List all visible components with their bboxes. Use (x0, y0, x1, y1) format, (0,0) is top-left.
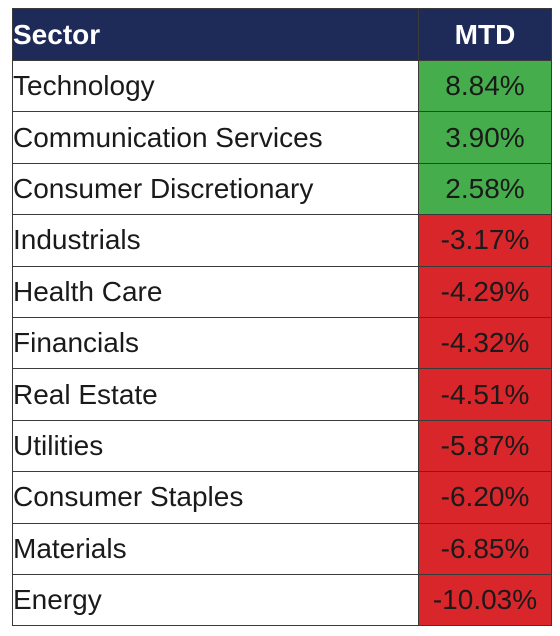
table-row: Technology 8.84% (12, 59, 552, 113)
mtd-value-cell: -6.20% (418, 471, 552, 524)
table-row: Energy -10.03% (12, 573, 552, 627)
mtd-value-cell: -6.85% (418, 522, 552, 575)
sector-performance-table: Sector MTD Technology 8.84% Communication … (12, 8, 552, 627)
mtd-value-cell: -4.32% (418, 316, 552, 370)
table-row: Materials -6.85% (12, 522, 552, 575)
table-row: Consumer Staples -6.20% (12, 471, 552, 524)
sector-name-cell: Financials (12, 316, 419, 370)
table-row: Health Care -4.29% (12, 265, 552, 318)
mtd-value-cell: -5.87% (418, 419, 552, 473)
mtd-value-cell: -10.03% (418, 573, 552, 627)
mtd-value-cell: -4.51% (418, 368, 552, 421)
table-row: Utilities -5.87% (12, 419, 552, 473)
table-row: Communication Services 3.90% (12, 111, 552, 164)
sector-name-cell: Utilities (12, 419, 419, 473)
sector-column-header: Sector (12, 8, 419, 61)
table-body: Technology 8.84% Communication Services 3.9… (12, 59, 552, 627)
mtd-value-cell: -4.29% (418, 265, 552, 318)
sector-name-cell: Materials (12, 522, 419, 575)
sector-name-cell: Consumer Discretionary (12, 162, 419, 216)
table-row: Real Estate -4.51% (12, 368, 552, 421)
table-row: Industrials -3.17% (12, 214, 552, 267)
mtd-column-header: MTD (418, 8, 552, 61)
mtd-value-cell: 2.58% (418, 162, 552, 216)
table-row: Financials -4.32% (12, 316, 552, 370)
table-row: Consumer Discretionary 2.58% (12, 162, 552, 216)
table-header-row: Sector MTD (12, 8, 552, 61)
mtd-value-cell: -3.17% (418, 214, 552, 267)
mtd-value-cell: 8.84% (418, 59, 552, 113)
sector-name-cell: Consumer Staples (12, 471, 419, 524)
sector-name-cell: Health Care (12, 265, 419, 318)
sector-name-cell: Real Estate (12, 368, 419, 421)
sector-name-cell: Communication Services (12, 111, 419, 164)
mtd-value-cell: 3.90% (418, 111, 552, 164)
sector-name-cell: Technology (12, 59, 419, 113)
sector-name-cell: Energy (12, 573, 419, 627)
sector-name-cell: Industrials (12, 214, 419, 267)
